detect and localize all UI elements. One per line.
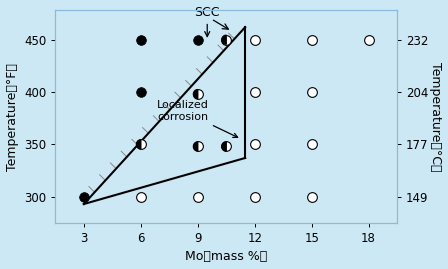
Polygon shape <box>137 140 141 149</box>
X-axis label: Mo（mass %）: Mo（mass %） <box>185 250 267 263</box>
Y-axis label: Temperature（°F）: Temperature（°F） <box>5 63 18 171</box>
Polygon shape <box>194 142 198 151</box>
Polygon shape <box>194 90 198 99</box>
Y-axis label: Temperature（°C）: Temperature（°C） <box>430 62 443 171</box>
Text: SCC: SCC <box>194 6 220 37</box>
Text: Localized
corrosion: Localized corrosion <box>157 100 237 137</box>
Polygon shape <box>222 142 226 151</box>
Polygon shape <box>222 35 226 44</box>
